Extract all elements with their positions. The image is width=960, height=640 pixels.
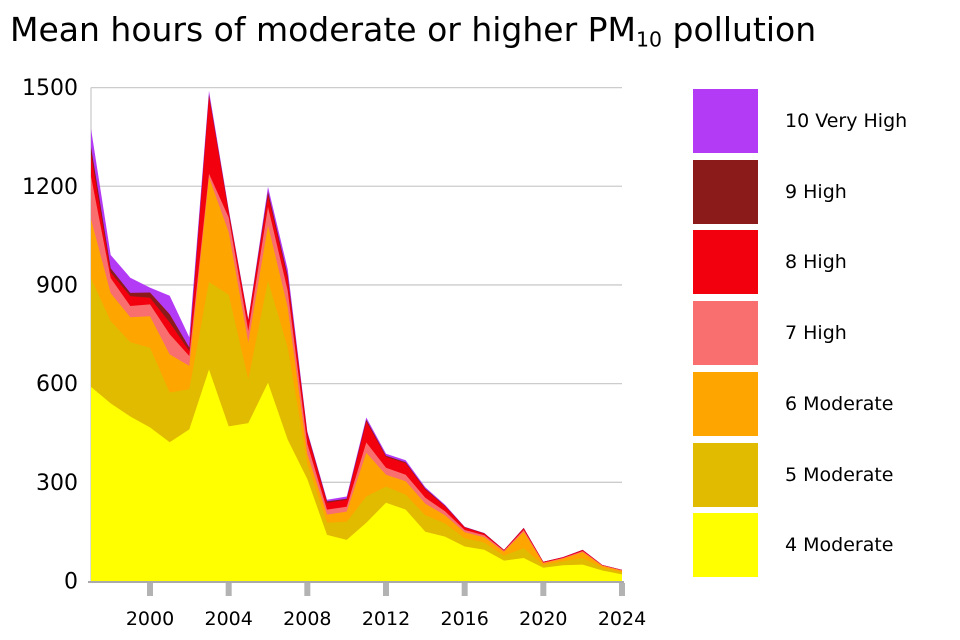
x-axis-tick [461, 583, 468, 596]
legend-swatch [693, 159, 758, 224]
legend-label: 9 High [785, 180, 847, 203]
legend-item: 9 High [693, 159, 953, 224]
x-tick-label: 2000 [126, 608, 174, 630]
chart-title: Mean hours of moderate or higher PM10 po… [10, 10, 816, 52]
x-tick-label: 2016 [440, 608, 488, 630]
legend-item: 8 High [693, 230, 953, 295]
legend-item: 7 High [693, 301, 953, 366]
y-tick-label: 1500 [22, 76, 78, 101]
legend-swatch [693, 371, 758, 436]
legend-label: 6 Moderate [785, 392, 894, 415]
chart-title-prefix: Mean hours of moderate or higher PM [10, 10, 637, 49]
x-axis-tick [540, 583, 547, 596]
x-tick-label: 2012 [362, 608, 410, 630]
legend-swatch [693, 89, 758, 153]
x-axis-tick [147, 583, 153, 596]
x-axis-tick [225, 583, 232, 596]
legend-item: 10 Very High [693, 89, 953, 153]
x-axis-tick [383, 583, 389, 596]
legend-item: 5 Moderate [693, 442, 953, 507]
legend-label: 10 Very High [785, 110, 908, 132]
chart-title-suffix: pollution [662, 10, 817, 49]
legend-label: 7 High [785, 322, 847, 345]
legend-swatch [693, 230, 758, 295]
y-tick-label: 300 [36, 471, 78, 496]
x-axis-tick [619, 583, 625, 596]
legend-item: 6 Moderate [693, 371, 953, 436]
y-tick-label: 0 [64, 570, 78, 595]
y-tick-label: 600 [36, 372, 78, 397]
y-tick-label: 900 [36, 273, 78, 298]
area-series-4-moderate [91, 369, 622, 581]
x-tick-label: 2008 [283, 608, 331, 630]
y-tick-label: 1200 [22, 175, 78, 200]
chart-title-subscript: 10 [636, 27, 663, 52]
x-tick-label: 2004 [204, 608, 252, 630]
legend-label: 4 Moderate [785, 534, 894, 557]
legend-item: 4 Moderate [693, 513, 953, 578]
legend-swatch [693, 301, 758, 366]
legend-label: 5 Moderate [785, 463, 894, 486]
legend-label: 8 High [785, 251, 847, 274]
x-axis-tick [304, 583, 311, 596]
legend-swatch [693, 513, 758, 578]
x-tick-label: 2024 [598, 608, 646, 630]
legend-swatch [693, 442, 758, 507]
x-tick-label: 2020 [519, 608, 567, 630]
